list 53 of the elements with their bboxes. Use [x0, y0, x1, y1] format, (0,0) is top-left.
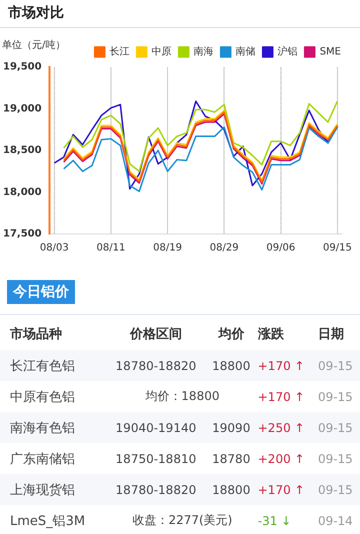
category-label: 市场品种	[9, 326, 63, 344]
text: +170 ↑	[258, 358, 305, 372]
text: 09-15	[318, 358, 353, 372]
y-tick-label: 19,000	[2, 103, 42, 114]
y-tick-label: 17,500	[2, 228, 42, 240]
category-label: 涨跌	[258, 326, 285, 344]
text: 今日铝价	[7, 280, 75, 304]
legend-label: 南海	[194, 46, 214, 58]
text: +250 ↑	[258, 420, 305, 434]
text: +170 ↑	[258, 390, 305, 404]
chart-title: 市场对比	[8, 4, 64, 22]
text: -31 ↓	[258, 514, 292, 528]
category-label: 广东南储铝	[10, 452, 75, 466]
y-tick-label: 18,500	[2, 145, 42, 156]
text: 09-15	[318, 420, 353, 434]
text: 09-15	[318, 482, 353, 496]
legend-label: 南储	[236, 46, 256, 58]
text: 19040-19140	[116, 420, 196, 434]
text: 收盘：2277(美元)	[132, 513, 232, 527]
text: 09-15	[318, 390, 353, 404]
category-label: 中原有色铝	[10, 390, 75, 404]
category-label: 均价	[217, 326, 246, 344]
text: 09-14	[318, 514, 353, 528]
text: 18800	[212, 358, 250, 372]
legend-label: 沪铝	[278, 46, 298, 58]
category-label: 上海现货铝	[10, 482, 75, 498]
x-tick-label: 08/11	[96, 242, 126, 254]
category-label: LmeS_铝3M	[10, 514, 86, 528]
y-tick-label: 19,500	[2, 62, 42, 73]
text: 均价：18800	[145, 389, 220, 403]
x-tick-label: 08/03	[40, 242, 69, 254]
text: +170 ↑	[258, 482, 305, 496]
category-label: 南海有色铝	[10, 420, 75, 436]
legend-label: SME	[320, 46, 342, 58]
category-label: 价格区间	[128, 326, 183, 344]
y-axis-title: 单位（元/吨）	[2, 38, 66, 52]
text: 18780-18820	[116, 358, 196, 372]
y-tick-label: 18,000	[2, 186, 42, 198]
x-tick-label: 09/15	[322, 242, 352, 254]
category-label: 日期	[318, 326, 345, 344]
text: 19090	[212, 420, 250, 434]
legend-label: 中原	[152, 46, 172, 58]
category-label: 长江有色铝	[10, 358, 75, 374]
text: 18780-18820	[116, 482, 196, 496]
x-tick-label: 09/06	[266, 242, 296, 254]
x-tick-label: 08/29	[210, 242, 239, 254]
text: 18780	[212, 452, 250, 466]
text: 09-15	[318, 452, 353, 466]
text: 18750-18810	[116, 452, 196, 466]
legend-label: 长江	[110, 46, 130, 58]
text: 18800	[212, 482, 250, 496]
text: +200 ↑	[258, 452, 305, 466]
x-tick-label: 08/19	[153, 242, 182, 254]
